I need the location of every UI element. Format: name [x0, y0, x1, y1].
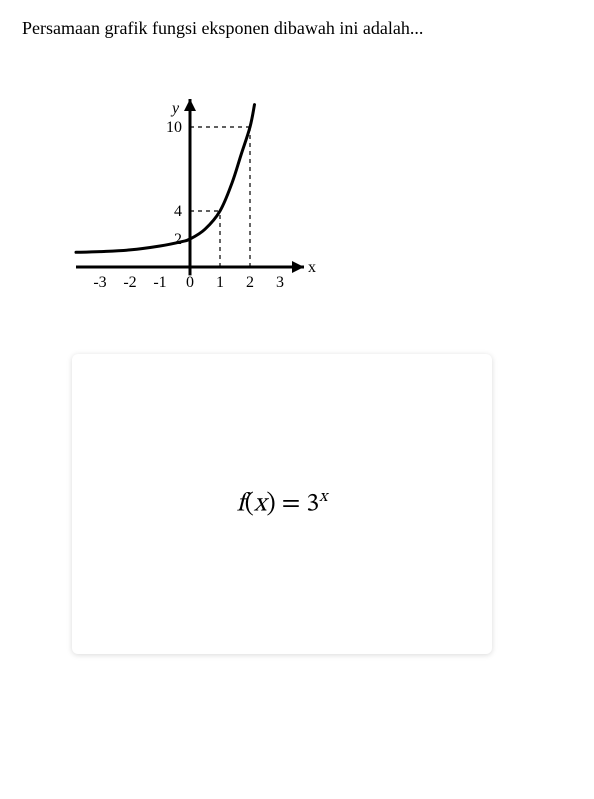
fn-arg: x	[254, 491, 266, 517]
rhs-base: 3	[306, 491, 319, 517]
svg-text:4: 4	[174, 203, 182, 220]
open-paren: (	[245, 491, 254, 517]
svg-text:10: 10	[166, 119, 182, 136]
rhs-exponent: x	[319, 489, 327, 506]
answer-formula: f(x)=3x	[237, 487, 328, 522]
question-text: Persamaan grafik fungsi eksponen dibawah…	[22, 18, 572, 39]
svg-text:x: x	[308, 259, 316, 276]
equals-sign: =	[276, 491, 307, 517]
fn-name: f	[237, 491, 245, 517]
svg-text:-1: -1	[153, 274, 166, 291]
svg-text:2: 2	[246, 274, 254, 291]
svg-text:y: y	[170, 100, 180, 117]
chart-svg: x y -3 -2 -1 0 1 2 3 2 4 10	[40, 79, 360, 309]
close-paren: )	[266, 491, 275, 517]
svg-text:2: 2	[174, 231, 182, 248]
svg-text:-3: -3	[93, 274, 106, 291]
exponential-chart: x y -3 -2 -1 0 1 2 3 2 4 10	[40, 79, 572, 314]
svg-text:-2: -2	[123, 274, 136, 291]
svg-text:1: 1	[216, 274, 224, 291]
answer-card: f(x)=3x	[72, 354, 492, 654]
svg-text:0: 0	[186, 274, 194, 291]
svg-text:3: 3	[276, 274, 284, 291]
